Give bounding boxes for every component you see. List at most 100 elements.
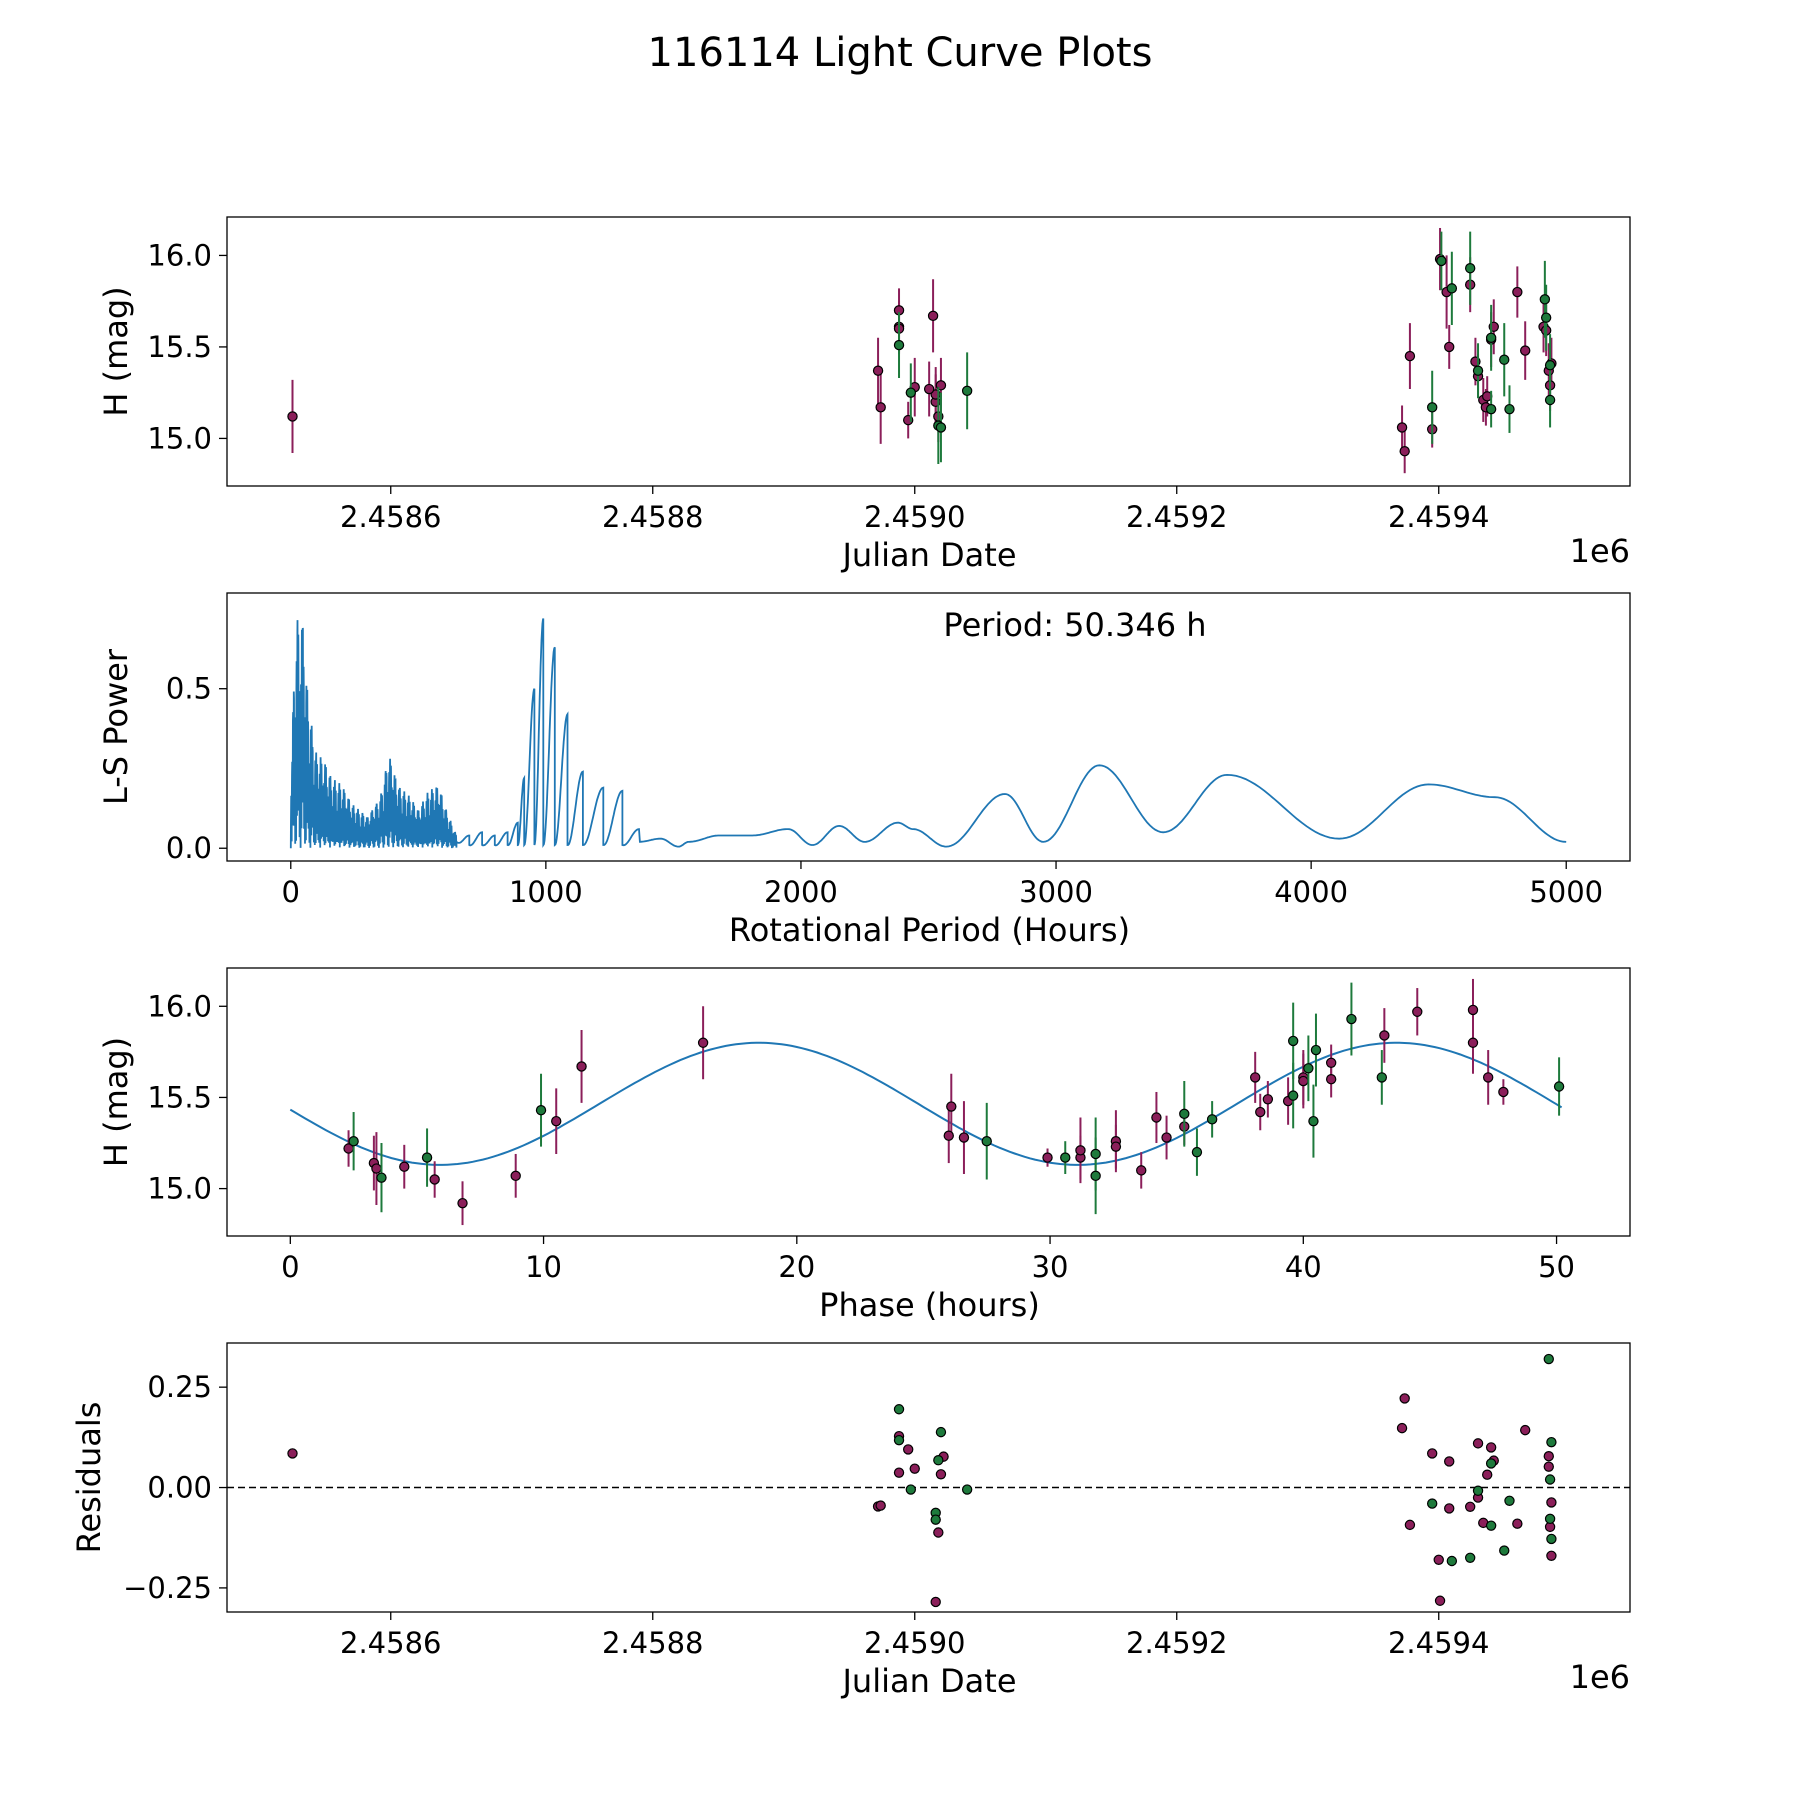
green-data-point: [930, 1514, 941, 1525]
periodogram-panel: 0 1000 2000 3000 4000 5000 0.0 0.5 Rotational Pe…: [97, 592, 1631, 949]
x-tick-label: 2.4592: [1126, 500, 1227, 534]
x-offset-text: 1e6: [1570, 1658, 1630, 1696]
magenta-data-point: [1464, 1501, 1476, 1513]
magenta-data-point: [1444, 1456, 1455, 1467]
green-data-point: [1544, 1474, 1556, 1485]
magenta-data-point: [933, 1527, 944, 1538]
magenta-data-point: [946, 1101, 957, 1112]
magenta-data-point: [457, 1197, 468, 1209]
magenta-data-point: [958, 1132, 970, 1143]
green-data-point: [935, 1426, 947, 1438]
magenta-data-point: [287, 411, 298, 422]
y-tick-label: 16.0: [147, 989, 212, 1023]
magenta-data-point: [943, 1130, 954, 1141]
y-tick-label: 15.0: [147, 421, 212, 455]
green-data-point: [1446, 283, 1458, 294]
green-data-point: [1287, 1090, 1299, 1101]
magenta-data-point: [1543, 1461, 1554, 1472]
green-data-point: [933, 1455, 944, 1466]
green-data-point: [1346, 1013, 1357, 1025]
magenta-data-point: [551, 1115, 562, 1127]
magenta-data-point: [371, 1163, 382, 1174]
phase-folded-panel: 0 10 20 30 40 50 15.0 15.5 16.0 Phase (hours) H (m…: [97, 967, 1631, 1324]
magenta-data-point: [1482, 1469, 1493, 1480]
magenta-data-point: [1151, 1112, 1162, 1123]
magenta-data-point: [1546, 1497, 1557, 1508]
y-axis-label: Residuals: [70, 1402, 108, 1554]
green-data-point: [893, 339, 905, 351]
magenta-data-point: [1396, 422, 1408, 433]
y-axis-label: H (mag): [97, 286, 135, 416]
green-data-point: [348, 1135, 359, 1147]
magenta-data-point: [1379, 1030, 1390, 1041]
x-axis-label: Rotational Period (Hours): [729, 911, 1130, 949]
green-data-point: [1090, 1170, 1101, 1182]
green-data-point: [905, 1484, 917, 1495]
x-tick-label: 2000: [764, 875, 838, 909]
green-data-point: [535, 1105, 547, 1116]
residuals-panel: 2.4586 2.4588 2.4590 2.4592 2.4594 −0.25 0.00 0…: [70, 1342, 1631, 1700]
y-tick-label: 15.5: [147, 330, 212, 364]
magenta-data-point: [875, 402, 886, 413]
magenta-data-point: [1426, 1448, 1438, 1459]
magenta-data-point: [1110, 1141, 1122, 1152]
magenta-data-point: [1512, 286, 1523, 298]
green-data-point: [1546, 1533, 1557, 1545]
green-data-point: [1464, 263, 1476, 274]
magenta-data-point: [429, 1174, 440, 1185]
x-tick-label: 2.4590: [864, 1626, 965, 1660]
green-data-point: [1485, 403, 1497, 415]
magenta-data-point: [1325, 1057, 1337, 1069]
magenta-data-point: [1042, 1152, 1053, 1163]
magenta-data-point: [697, 1037, 709, 1048]
green-data-point: [1544, 360, 1556, 371]
x-tick-label: 4000: [1274, 875, 1348, 909]
magenta-data-point: [1482, 1072, 1494, 1083]
magenta-data-point: [1467, 1037, 1479, 1048]
x-tick-label: 50: [1538, 1250, 1575, 1284]
period-annotation: Period: 50.346 h: [943, 606, 1206, 644]
x-tick-label: 2.4590: [864, 500, 965, 534]
green-data-point: [1206, 1114, 1218, 1125]
magenta-data-point: [1434, 1595, 1446, 1606]
y-axis-label: H (mag): [97, 1037, 135, 1167]
green-data-point: [1426, 402, 1438, 413]
green-data-point: [1499, 1545, 1510, 1556]
x-axis-label: Julian Date: [840, 1662, 1016, 1700]
green-data-point: [1308, 1115, 1319, 1127]
x-tick-label: 2.4594: [1388, 1626, 1489, 1660]
magenta-data-point: [1444, 1503, 1455, 1514]
green-data-point: [935, 422, 947, 433]
y-tick-label: 0.25: [147, 1370, 212, 1404]
green-data-point: [421, 1152, 433, 1163]
green-data-point: [1544, 394, 1556, 406]
magenta-data-point: [1412, 1006, 1423, 1017]
x-tick-label: 0: [281, 1250, 299, 1284]
light-curve-panel: 2.4586 2.4588 2.4590 2.4592 2.4594 15.0 15.5 16…: [97, 216, 1631, 574]
green-data-point: [1539, 294, 1551, 305]
x-tick-label: 30: [1032, 1250, 1069, 1284]
green-data-point: [1504, 403, 1515, 415]
x-offset-text: 1e6: [1570, 532, 1630, 570]
magenta-data-point: [923, 383, 935, 395]
magenta-data-point: [1520, 1424, 1531, 1436]
x-tick-label: 10: [525, 1250, 562, 1284]
green-data-point: [1543, 1353, 1554, 1365]
y-tick-label: −0.25: [123, 1571, 212, 1605]
magenta-data-point: [1543, 1451, 1554, 1462]
x-tick-label: 40: [1285, 1250, 1322, 1284]
y-axis-label: L-S Power: [97, 648, 135, 805]
y-tick-label: 15.5: [147, 1080, 212, 1114]
green-data-point: [905, 387, 917, 398]
x-tick-label: 2.4594: [1388, 500, 1489, 534]
green-data-point: [1060, 1152, 1071, 1163]
axes-frame: [226, 592, 1631, 862]
magenta-data-point: [576, 1061, 587, 1072]
green-data-point: [1446, 1555, 1458, 1567]
green-data-point: [1179, 1108, 1190, 1120]
green-data-point: [1436, 255, 1447, 267]
magenta-data-point: [902, 1444, 914, 1455]
magenta-data-point: [1404, 350, 1416, 362]
y-tick-label: 0.5: [166, 672, 212, 706]
